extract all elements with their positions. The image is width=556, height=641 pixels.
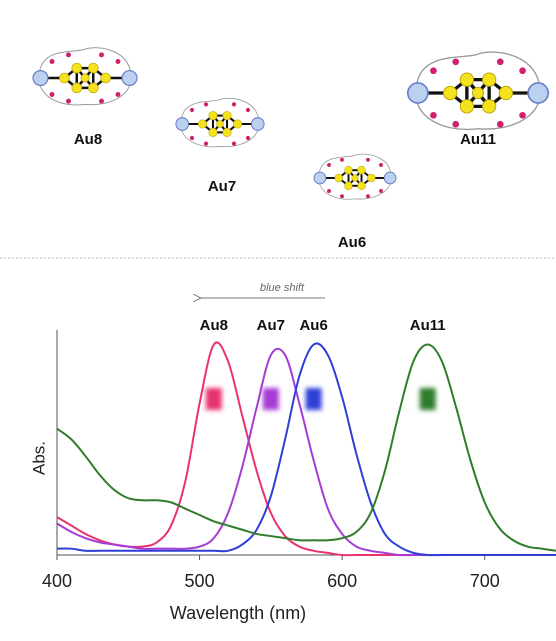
- spectrum-line: [57, 345, 556, 551]
- vial-icon: [306, 388, 322, 410]
- x-axis-label: Wavelength (nm): [170, 603, 306, 623]
- x-tick-label: 600: [327, 571, 357, 591]
- spectrum-line: [57, 343, 556, 555]
- cluster-structure: [314, 154, 396, 199]
- cluster-structure: [408, 52, 548, 129]
- structure-label: Au7: [208, 178, 236, 195]
- figure: Au8 Au7 Au6 Au11 blue shift Abs. Wavelen…: [0, 0, 556, 641]
- annotation: blue shift: [260, 282, 305, 294]
- spectrum-line: [57, 342, 556, 555]
- series-label: Au11: [410, 317, 446, 334]
- cluster-structure: [176, 98, 264, 147]
- vial-icon: [206, 388, 222, 410]
- x-tick-label: 700: [470, 571, 500, 591]
- structure-label: Au6: [338, 234, 366, 251]
- x-tick-label: 500: [185, 571, 215, 591]
- vial-icon: [420, 388, 436, 410]
- vial-icon: [263, 388, 279, 410]
- series-label: Au6: [299, 317, 327, 334]
- series-label: Au7: [257, 317, 285, 334]
- spectrum-line: [57, 349, 556, 555]
- structure-label: Au8: [74, 131, 102, 148]
- cluster-structure: [33, 48, 137, 105]
- structure-label: Au11: [460, 131, 496, 148]
- x-tick-label: 400: [42, 571, 72, 591]
- y-axis-label: Abs.: [29, 441, 48, 475]
- series-label: Au8: [200, 317, 228, 334]
